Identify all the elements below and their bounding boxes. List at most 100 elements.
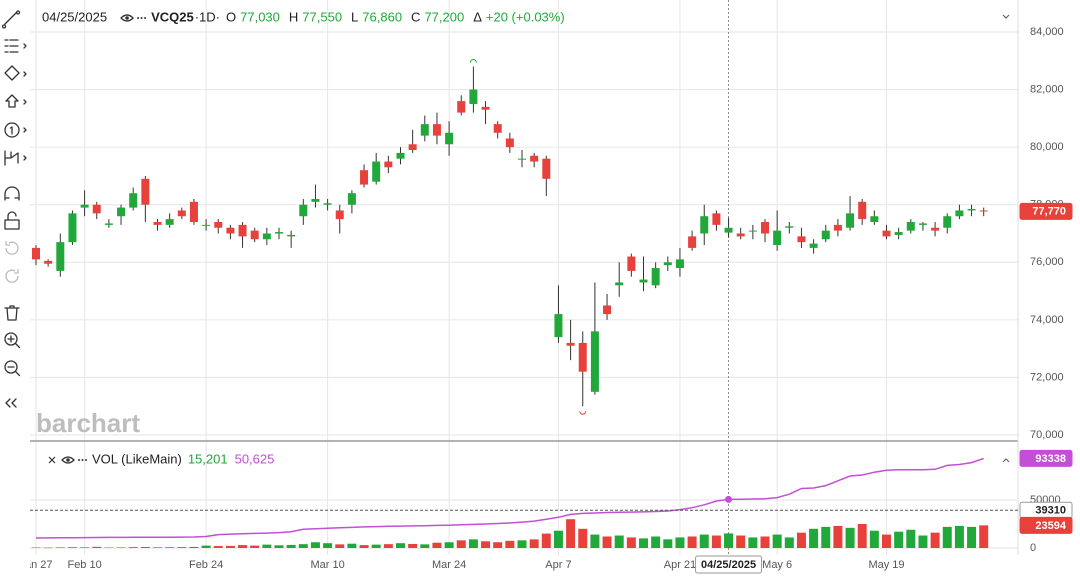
volume-line [35, 457, 984, 539]
volume-bar [869, 530, 879, 548]
volume-bar [189, 546, 199, 548]
volume-bar [809, 528, 819, 548]
candle-body [785, 226, 794, 228]
menu-dot [144, 17, 147, 19]
candle-body [457, 101, 466, 113]
volume-bar [602, 536, 612, 548]
candle-body [104, 223, 113, 225]
volume-bar [238, 545, 248, 548]
volume-bar [177, 547, 187, 548]
eye-icon[interactable] [120, 14, 134, 22]
volume-bar [347, 543, 357, 548]
volume-bar [614, 535, 624, 548]
candle-body [299, 204, 308, 217]
crosshair-date-label: 04/25/2025 [701, 559, 756, 571]
x-tick-label: May 19 [868, 559, 904, 571]
volume-bar [444, 542, 454, 548]
volume-value: 15,201 [188, 451, 228, 466]
volume-bar [505, 540, 515, 548]
volume-bar [250, 545, 260, 548]
delete[interactable] [4, 305, 20, 321]
zoom-out-detail [7, 366, 21, 377]
zoom-in-detail [7, 335, 21, 349]
zoom-out[interactable] [4, 360, 18, 374]
volume-tick-label: 0 [1030, 542, 1036, 554]
ohlc-label: O [226, 9, 236, 24]
candle-body [542, 158, 551, 179]
volume-bar [432, 542, 442, 548]
volume-bar [724, 533, 734, 548]
volume-bar [894, 531, 904, 548]
volume-bar [383, 544, 393, 548]
menu-dot [140, 17, 143, 19]
undo[interactable] [5, 241, 19, 255]
arrow-tool[interactable] [5, 94, 27, 108]
annotation-detail [9, 126, 27, 135]
settings-chevron[interactable] [1002, 14, 1010, 19]
candle-body [603, 305, 612, 315]
volume-bar [213, 546, 223, 548]
volume-bar [31, 547, 41, 549]
candle-body [906, 221, 915, 231]
axis-badge [1019, 516, 1073, 534]
toolbar [0, 0, 30, 574]
close-icon[interactable] [48, 456, 56, 464]
volume-bar [262, 544, 272, 548]
candle-body [177, 210, 186, 217]
volume-bar [310, 542, 320, 548]
magnet-tool[interactable] [4, 186, 20, 201]
menu-dot [137, 17, 140, 19]
zoom-in[interactable] [4, 332, 18, 346]
lock-tool[interactable] [4, 211, 20, 230]
volume-bar [396, 543, 405, 548]
crosshair-dot [725, 495, 733, 503]
candle-body [578, 342, 587, 372]
volume-bar [578, 528, 588, 548]
volume-bar [626, 537, 636, 548]
candle-body [262, 233, 271, 240]
axis-badge-label: 23594 [1035, 520, 1066, 532]
volume-bar [298, 544, 308, 548]
candle-body [931, 227, 940, 231]
ohlc-value: 77,550 [302, 9, 342, 24]
volume-bar [323, 543, 333, 548]
x-tick-label: Apr 21 [664, 559, 696, 571]
axis-badge-label: 93338 [1035, 453, 1066, 465]
volume-bar [67, 547, 77, 548]
volume-bar [553, 530, 563, 548]
volume-bar [711, 535, 721, 548]
redo[interactable] [5, 269, 19, 283]
volume-bar [116, 547, 126, 548]
collapse[interactable] [5, 398, 17, 408]
candle-body [724, 227, 733, 233]
volume-bar [967, 526, 977, 548]
volume-bar [930, 532, 940, 548]
pane-chevron[interactable] [1002, 458, 1010, 463]
volume-bar [699, 534, 709, 548]
candle-body [445, 132, 454, 145]
candle-body [943, 216, 952, 228]
candle-body [141, 178, 150, 205]
volume-bar [882, 534, 891, 548]
line-tool[interactable] [1, 10, 21, 29]
plot-area: 70,00072,00074,00076,00078,00080,00082,0… [19, 0, 1073, 574]
eye-icon[interactable] [61, 456, 75, 464]
shape-tool[interactable] [4, 65, 27, 81]
axis-badge-label: 77,770 [1032, 206, 1066, 218]
measure-tool[interactable] [4, 150, 27, 166]
candle-body [615, 282, 624, 286]
y-tick-label: 72,000 [1030, 371, 1064, 383]
volume-bar [140, 547, 150, 548]
candle-body [44, 260, 53, 264]
header-interval: ·1D· [195, 9, 220, 24]
candle-body [384, 161, 393, 168]
y-tick-label: 84,000 [1030, 26, 1064, 38]
candle-body [675, 259, 684, 269]
candle-body [469, 89, 478, 104]
fib-tool[interactable] [4, 39, 27, 53]
annotation-tool[interactable] [4, 122, 20, 138]
candle-body [347, 193, 356, 205]
y-tick-label: 74,000 [1030, 314, 1064, 326]
